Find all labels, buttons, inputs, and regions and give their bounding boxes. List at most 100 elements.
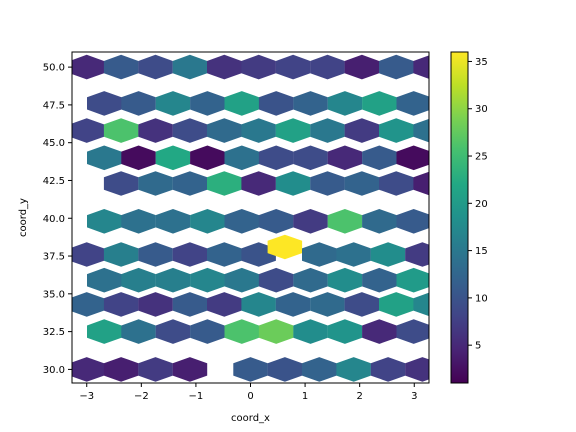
hex-cell: [172, 171, 208, 196]
hex-cell: [241, 242, 276, 267]
colorbar-tick-label: 10: [475, 293, 488, 304]
hex-cell: [293, 319, 328, 344]
hex-cell: [121, 209, 156, 234]
hex-cell: [310, 54, 345, 80]
x-axis-label: coord_x: [231, 413, 270, 424]
hex-cell: [224, 209, 259, 234]
hex-cell: [362, 209, 397, 234]
colorbar-tick-label: 35: [475, 57, 488, 68]
hex-cell: [396, 267, 429, 293]
hex-cell: [87, 209, 122, 234]
hex-cell: [172, 54, 208, 80]
hex-cell: [344, 292, 380, 317]
hex-cell: [275, 54, 311, 80]
hex-cell: [87, 145, 122, 171]
hex-cell: [103, 118, 139, 143]
hex-cell: [258, 145, 294, 171]
hex-cell: [327, 145, 363, 171]
hex-cell: [72, 118, 104, 143]
plot-area: [71, 51, 430, 384]
hex-cell: [379, 171, 414, 196]
hex-cell: [293, 267, 328, 293]
hex-cell: [327, 267, 363, 293]
hex-cell: [103, 171, 139, 196]
hex-cell: [413, 118, 429, 143]
hex-cell: [121, 267, 156, 293]
hex-cell: [190, 267, 225, 293]
hex-cell: [224, 267, 259, 293]
hex-cell: [155, 145, 191, 171]
hex-cell: [405, 357, 429, 382]
hex-cell: [121, 145, 156, 171]
hex-cell: [413, 292, 429, 317]
hex-cell: [379, 118, 414, 143]
hex-cell: [207, 54, 242, 80]
colorbar-tick-label: 5: [475, 341, 481, 352]
hex-cell: [327, 91, 363, 116]
hex-cell: [293, 209, 328, 234]
x-tick-label: −2: [134, 391, 149, 402]
hex-cell: [302, 242, 337, 267]
colorbar-tick-label: 30: [475, 104, 488, 115]
y-tick-label: 50.0: [43, 63, 65, 74]
hex-cell: [396, 91, 429, 116]
hex-cell: [293, 91, 328, 116]
hex-cell: [87, 319, 122, 344]
x-tick-label: 3: [411, 391, 417, 402]
hex-cell: [172, 118, 208, 143]
hex-cell: [103, 54, 139, 80]
hex-cell: [413, 55, 429, 79]
hex-cell: [87, 267, 122, 293]
hex-cell: [310, 118, 345, 143]
hex-cell: [172, 357, 208, 382]
hex-cell: [138, 54, 173, 80]
colorbar-gradient: [450, 51, 469, 384]
hex-cell: [267, 357, 303, 382]
hex-cell: [413, 171, 429, 196]
hex-cell: [190, 91, 225, 116]
hex-cell: [362, 267, 397, 293]
hex-cell: [155, 319, 191, 344]
hex-cell: [396, 319, 429, 344]
y-tick-label: 30.0: [43, 365, 65, 376]
y-axis-label: coord_y: [18, 198, 29, 237]
hex-cell: [370, 242, 406, 267]
hex-cell: [72, 357, 104, 382]
hex-cell: [344, 118, 380, 143]
hex-cell: [121, 319, 156, 344]
hex-cell: [379, 54, 414, 80]
hex-cell: [267, 234, 303, 260]
hex-cell: [207, 292, 242, 317]
hex-cell: [327, 319, 363, 344]
hex-cell: [275, 292, 311, 317]
x-tick-label: −3: [79, 391, 94, 402]
hex-cell: [302, 357, 337, 382]
hex-cell: [241, 292, 276, 317]
y-tick-label: 42.5: [43, 176, 65, 187]
hex-cell: [396, 145, 429, 171]
hex-cell: [103, 357, 139, 382]
hex-cell: [190, 319, 225, 344]
hex-cell: [362, 319, 397, 344]
hex-cell: [207, 171, 242, 196]
x-tick-label: −1: [189, 391, 204, 402]
hex-cell: [190, 209, 225, 234]
y-tick-label: 32.5: [43, 327, 65, 338]
hex-cell: [172, 292, 208, 317]
hex-cell: [258, 267, 294, 293]
y-tick-label: 40.0: [43, 214, 65, 225]
hex-cell: [258, 209, 294, 234]
hex-cell: [275, 118, 311, 143]
hex-cell: [72, 242, 104, 267]
colorbar-tick-label: 15: [475, 246, 488, 257]
y-tick-label: 37.5: [43, 252, 65, 263]
x-axis: −3 −2 −1 0 1 2 3: [79, 383, 417, 402]
hex-cell: [370, 357, 406, 382]
colorbar-ticks: 5 10 15 20 25 30 35: [468, 57, 488, 352]
hex-cell: [224, 91, 259, 116]
hex-cell: [258, 91, 294, 116]
colorbar-tick-label: 25: [475, 152, 488, 163]
hex-cell: [241, 54, 276, 80]
hex-cell: [379, 292, 414, 317]
